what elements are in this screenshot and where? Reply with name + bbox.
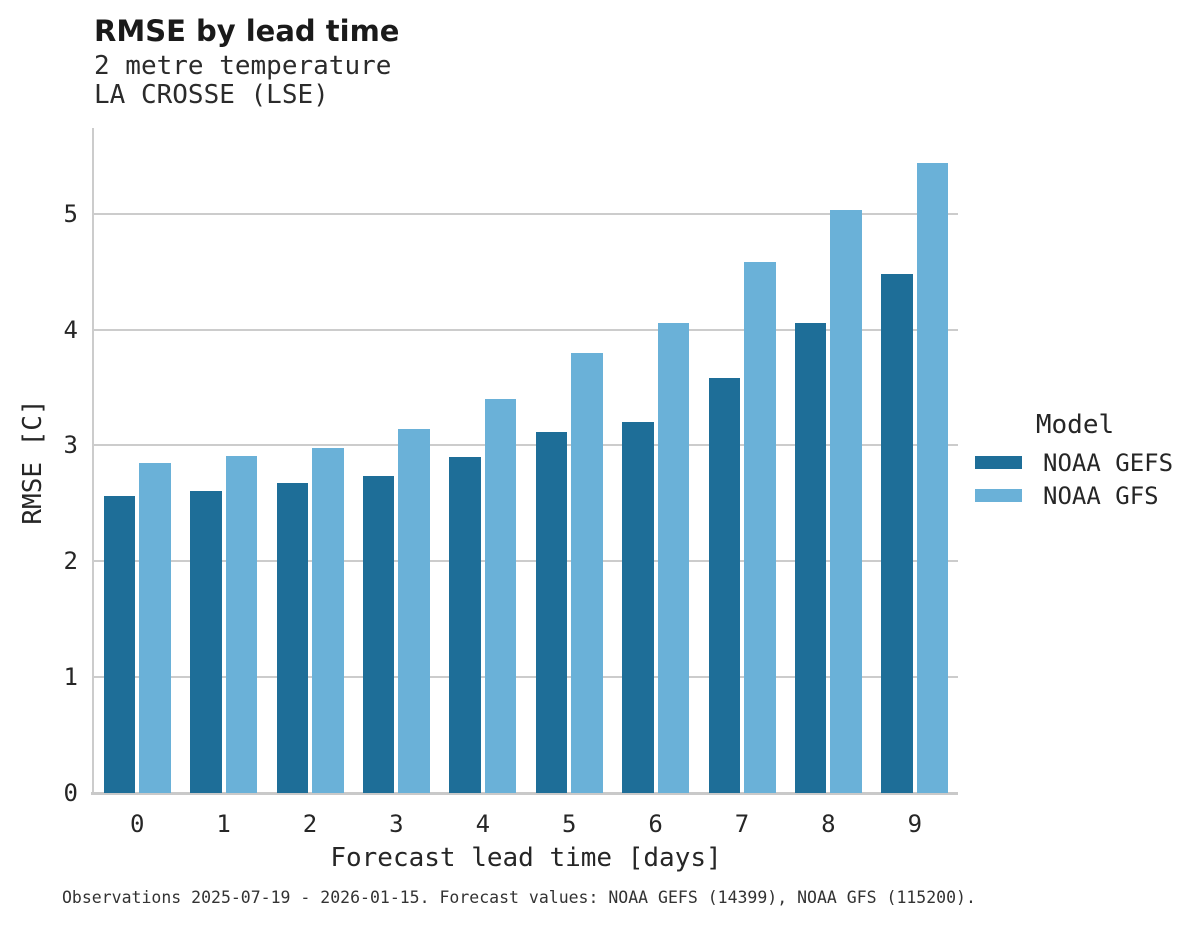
legend-label-noaa-gfs: NOAA GFS [1043,481,1159,510]
bar-noaa-gfs-lead-6 [657,322,690,793]
bar-noaa-gefs-lead-3 [362,475,395,793]
x-tick-label-4: 4 [475,810,491,838]
bar-noaa-gfs-lead-3 [398,429,430,793]
bar-noaa-gefs-lead-9 [881,273,913,793]
bar-noaa-gfs-lead-2 [312,447,344,793]
y-tick-label-2: 2 [63,547,78,576]
gridline-y-5 [94,212,958,215]
y-tick-label-3: 3 [63,431,78,460]
legend-title: Model [1035,410,1115,440]
gridline-y-4 [94,328,958,331]
bar-noaa-gfs-lead-0 [139,462,171,793]
bar-noaa-gefs-lead-0 [103,496,136,793]
x-tick-label-6: 6 [648,810,663,838]
bar-noaa-gefs-lead-8 [794,322,827,793]
legend-label-noaa-gefs: NOAA GEFS [1043,448,1174,477]
gridline-y-3 [94,444,958,447]
chart-subtitle-variable: 2 metre temperature [94,51,392,81]
caption-observations: Observations 2025-07-19 - 2026-01-15. Fo… [62,888,976,907]
x-tick-label-1: 1 [216,810,231,838]
bar-noaa-gfs-lead-5 [571,352,603,793]
chart-subtitle-station: LA CROSSE (LSE) [94,80,329,110]
y-tick-label-5: 5 [63,199,78,228]
x-tick-label-5: 5 [561,810,577,838]
y-axis-spine [92,128,94,795]
bar-noaa-gfs-lead-8 [830,210,862,793]
bar-noaa-gfs-lead-4 [484,399,517,793]
x-tick-label-8: 8 [821,810,836,838]
x-tick-label-0: 0 [129,810,145,838]
legend-swatch-noaa-gefs [975,456,1022,469]
y-tick-label-1: 1 [63,663,78,692]
bar-noaa-gfs-lead-7 [744,262,776,793]
bar-noaa-gefs-lead-2 [276,482,308,793]
bar-noaa-gfs-lead-9 [916,162,949,793]
x-tick-label-9: 9 [907,810,923,838]
legend: Model NOAA GEFS NOAA GFS [975,410,1175,512]
y-axis-label: RMSE [C] [18,399,48,525]
legend-swatch-noaa-gfs [975,489,1022,502]
chart-title: RMSE by lead time [94,14,400,48]
legend-item-noaa-gfs: NOAA GFS [975,479,1175,512]
plot-area [91,128,958,795]
bar-noaa-gefs-lead-7 [708,378,740,793]
gridline-y-1 [94,676,958,679]
x-tick-label-3: 3 [389,810,404,838]
bar-noaa-gefs-lead-6 [622,422,654,793]
y-tick-label-0: 0 [63,779,78,807]
bar-noaa-gefs-lead-4 [449,457,481,793]
bar-noaa-gefs-lead-1 [190,490,222,793]
x-axis-label: Forecast lead time [days] [330,843,722,873]
legend-item-noaa-gefs: NOAA GEFS [975,446,1175,479]
x-tick-label-2: 2 [302,810,318,838]
y-tick-label-4: 4 [63,315,78,344]
bar-noaa-gfs-lead-1 [225,455,258,793]
x-axis-line [91,792,958,795]
x-tick-label-7: 7 [734,810,750,838]
bar-noaa-gefs-lead-5 [535,431,568,793]
gridline-y-2 [94,560,958,563]
